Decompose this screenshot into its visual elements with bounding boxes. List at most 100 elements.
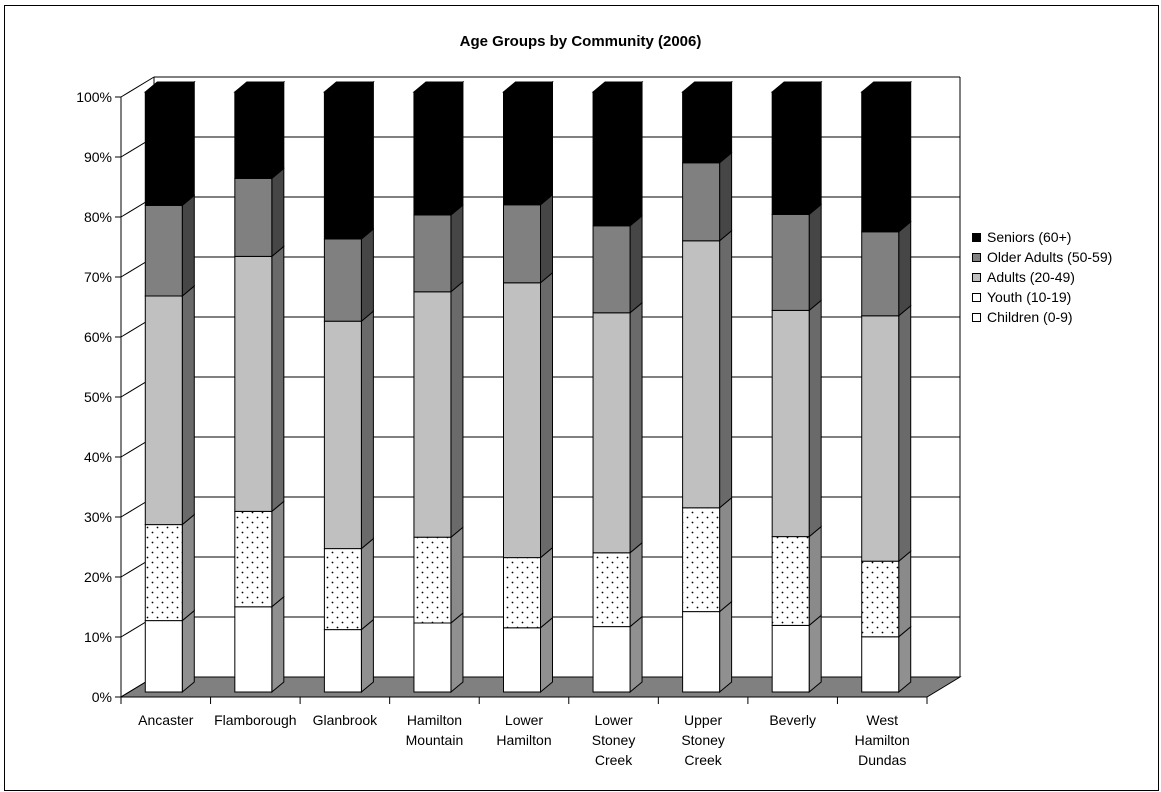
bar-side [181,80,195,207]
y-tick-label: 30% [84,509,112,525]
bar-side [629,214,643,314]
legend-item: Children (0-9) [972,307,1112,327]
x-tick-label: Lower [505,712,543,728]
bar-segment [771,624,810,693]
bar-top [681,81,733,93]
bar-side [629,80,643,227]
bar-segment [592,552,631,628]
bar-segment [861,231,900,317]
bar-side [271,167,285,258]
x-tick-label: Creek [684,752,722,768]
legend-item: Older Adults (50-59) [972,247,1112,267]
bar-segment [323,91,362,240]
x-tick-label: Creek [595,752,633,768]
bar-top [143,81,196,93]
bar-side [808,80,822,216]
bar-side [450,611,464,694]
plot-area: 0% 10% 20% 30% 40% 50% 60% 70% 80% 90% 100% Ancaste… [76,76,962,768]
legend-label: Children (0-9) [987,309,1073,325]
bar-segment [503,627,541,693]
x-tick-label: Flamborough [214,712,297,728]
legend-label: Adults (20-49) [987,269,1075,285]
bar-side [540,193,553,284]
legend-swatch [972,292,981,302]
bar-side [540,271,553,559]
bar-segment [144,620,183,693]
bar-segment [682,240,721,509]
bar-side [450,526,464,625]
bar-segment [413,91,452,216]
bar-side [271,500,285,608]
bar-side [181,284,195,526]
bar-segment [413,291,452,538]
x-tick-label: Hamilton [855,732,910,748]
x-tick-label: West [866,712,898,728]
bar-segment [503,282,541,559]
bar-segment [592,225,631,314]
bar-segment [592,312,631,554]
bar-side [898,625,912,694]
bar-segment [234,255,273,512]
legend-swatch [972,312,981,322]
chart-title: Age Groups by Community (2006) [459,33,702,50]
bar-top [502,81,554,93]
legend-label: Older Adults (50-59) [987,249,1113,265]
bar-top [591,81,644,93]
bar-top [412,81,465,93]
y-tick-label: 10% [84,629,112,645]
x-tick-label: Stoney [681,732,725,748]
chart-frame [4,5,1159,791]
bar-side [808,525,822,627]
bar-segment [144,91,183,206]
bar-segment [861,91,900,233]
x-tick-label: Hamilton [496,732,551,748]
bar-segment [144,204,183,297]
bar-side [271,595,285,694]
bar-side [898,304,912,563]
legend-swatch [972,232,981,242]
y-tick-label: 20% [84,569,112,585]
bar-segment [503,204,541,284]
bar-side [540,546,553,629]
bar-segment [413,622,452,693]
y-tick-label: 40% [84,449,112,465]
bar-segment [323,320,362,550]
bar-segment [144,295,183,526]
bar-segment [234,606,273,693]
bar-side [360,227,374,323]
bar-side [271,245,285,513]
bar-segment [861,636,900,693]
bar-segment [771,213,810,311]
bar-segment [861,560,900,638]
bar-side [360,537,374,631]
y-tick-label: 80% [84,209,112,225]
bar-segment [503,557,541,629]
bar-side [898,80,912,233]
bar-segment [323,629,362,693]
bar-segment [503,91,541,206]
x-tick-label: Beverly [769,712,816,728]
bar-side [719,80,733,164]
bar-top [323,81,375,93]
bar-top [860,81,913,93]
bar-segment [144,524,183,622]
x-tick-label: Dundas [858,752,906,768]
bar-side [181,513,195,622]
bar-segment [592,91,631,227]
legend-item: Youth (10-19) [972,287,1112,307]
bar-side [181,609,195,694]
x-tick-label: Upper [684,712,722,728]
chart-legend: Seniors (60+) Older Adults (50-59) Adults … [972,227,1112,327]
y-tick-label: 50% [84,389,112,405]
bar-side [360,618,374,694]
bar-segment [413,214,452,293]
bar-side [450,80,464,217]
bar-segment [682,611,721,693]
bar-side [360,310,374,550]
bar-side [360,80,374,241]
bar-side [540,616,553,694]
bar-segment [771,91,810,215]
legend-label: Seniors (60+) [987,229,1072,245]
bar-side [629,615,643,694]
y-tick-label: 70% [84,269,112,285]
